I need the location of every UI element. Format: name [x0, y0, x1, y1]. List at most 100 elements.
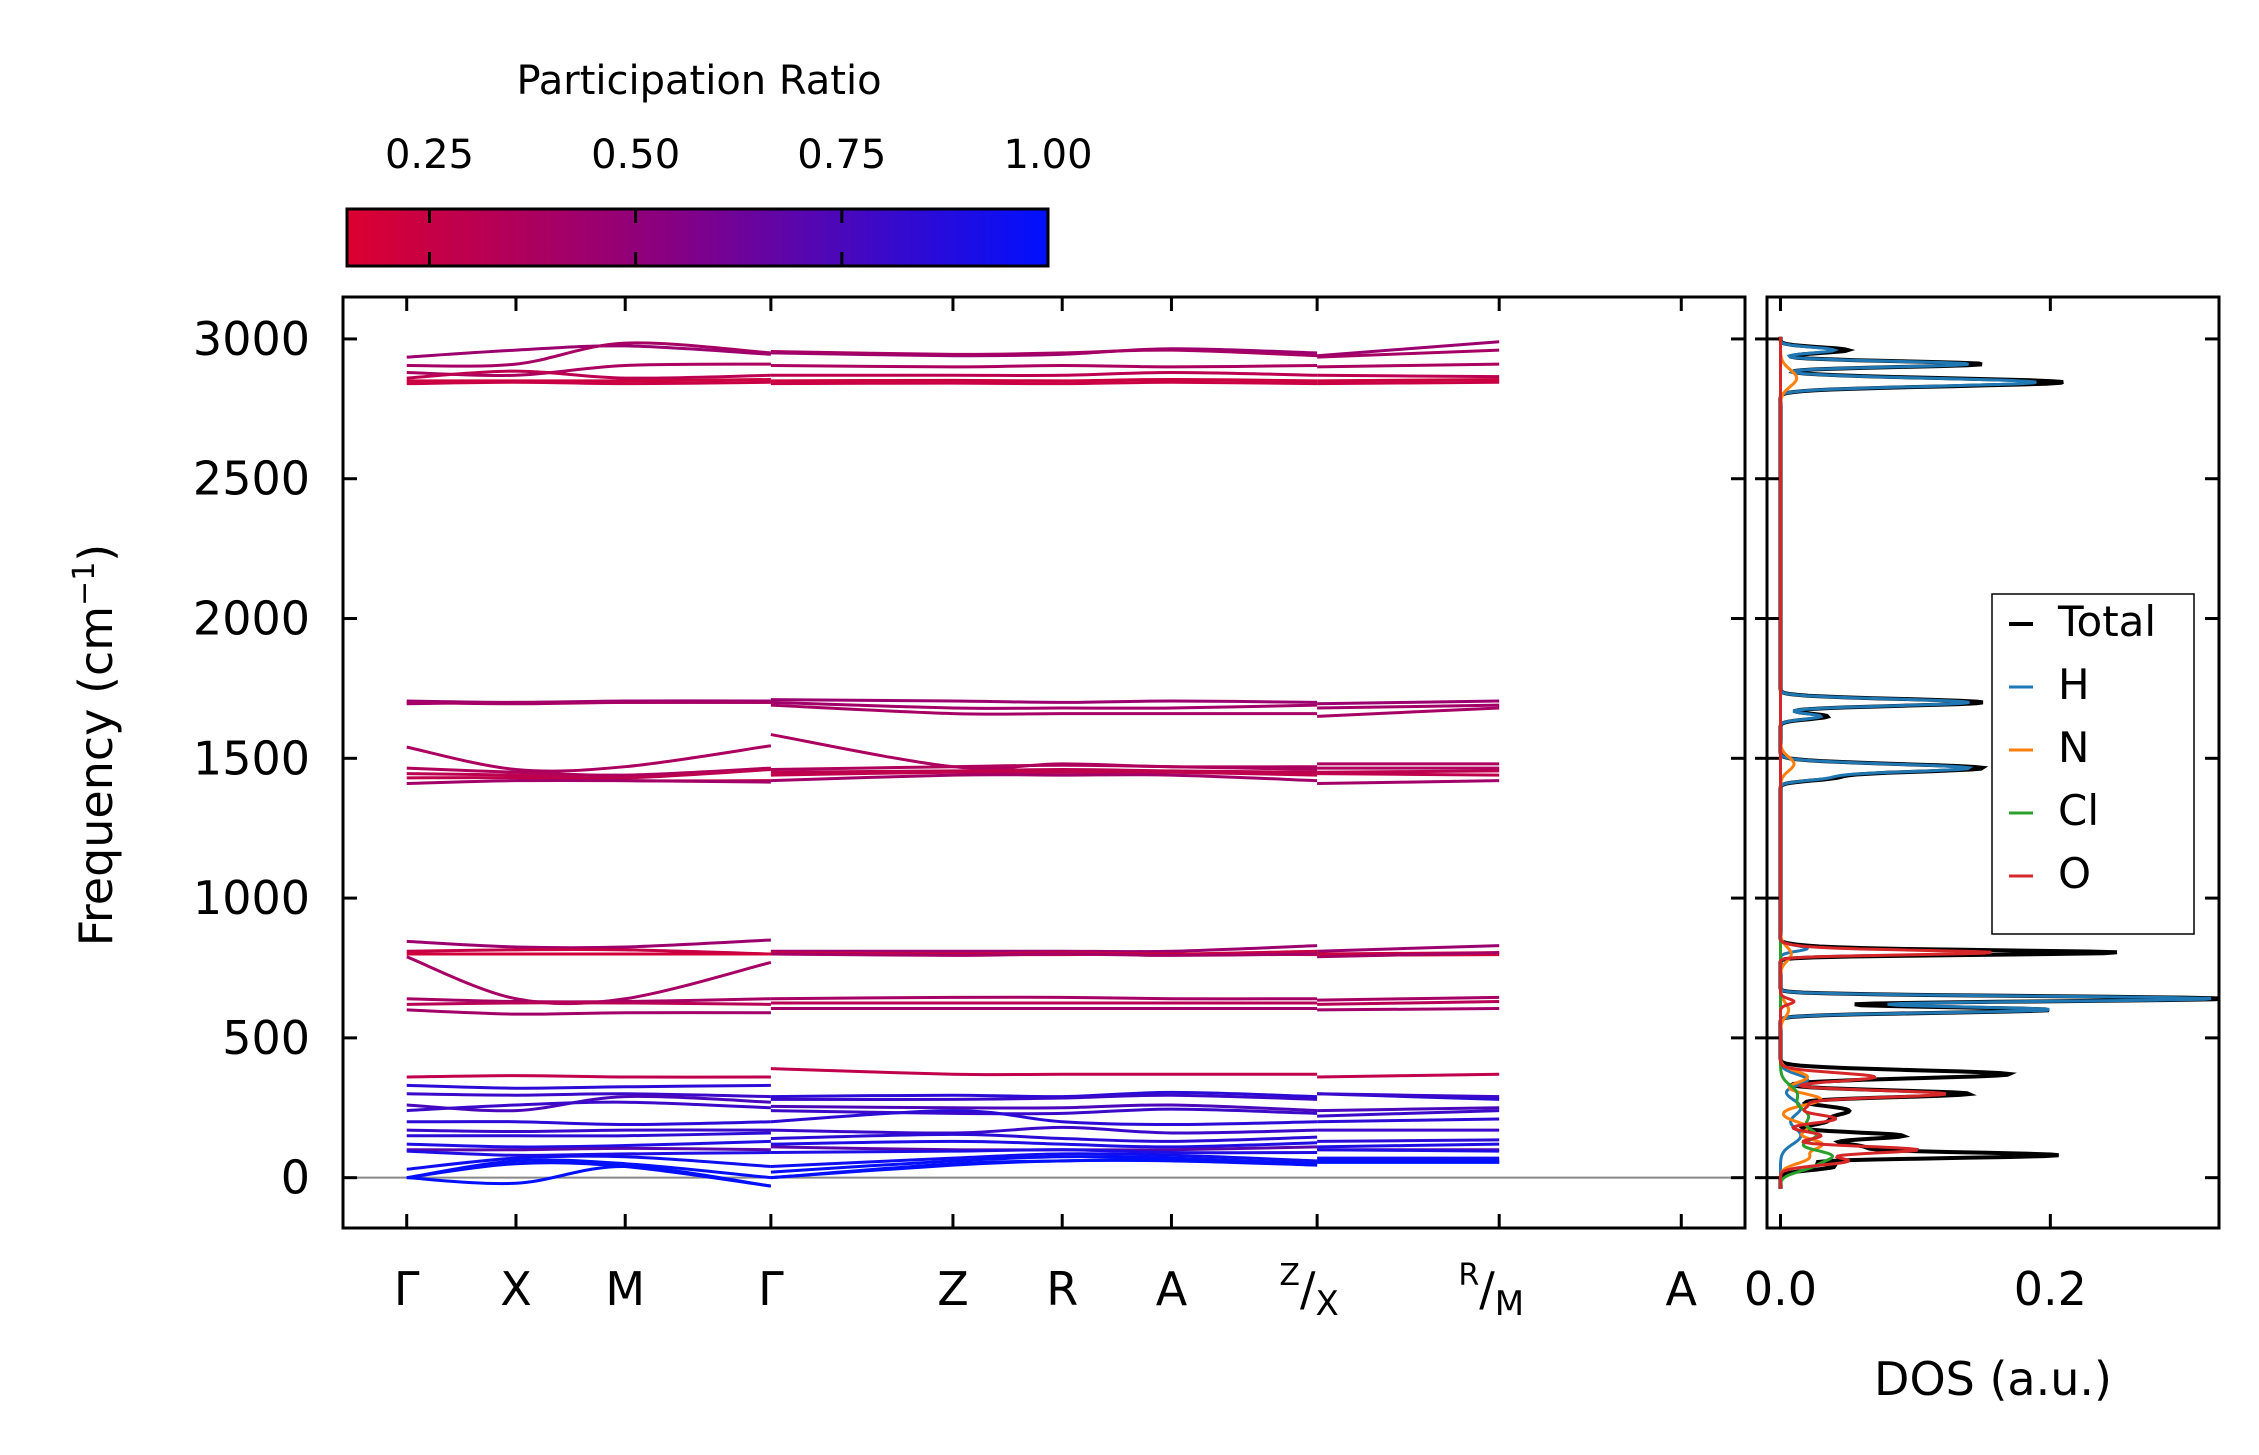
- phonon-band-line: [770, 1132, 1318, 1143]
- phonon-band-line: [1317, 1072, 1500, 1079]
- phonon-band-line: [770, 733, 1318, 770]
- dos-panel: 0.0 0.2 DOS (a.u.) Total HN Cl O: [1744, 295, 2221, 1406]
- phonon-band-line: [406, 700, 771, 706]
- phonon-band-line: [406, 1100, 771, 1113]
- phonon-band-line: [770, 703, 1318, 716]
- phonon-band-line: [770, 995, 1318, 1001]
- phonon-band-line: [1317, 1092, 1500, 1099]
- phonon-band-line: [1317, 1142, 1500, 1149]
- colorbar-tick-label: 0.25: [385, 132, 474, 178]
- phonon-band-line: [1317, 1000, 1500, 1006]
- phonon-band-line: [770, 348, 1318, 358]
- phonon-band-line: [770, 773, 1318, 783]
- phonon-band-line: [770, 1109, 1318, 1127]
- phonon-band-line: [1317, 377, 1500, 383]
- dos-n-curve: [1779, 336, 1825, 1189]
- phonon-band-line: [406, 1092, 771, 1099]
- k-point-label: Z/X: [1279, 1258, 1338, 1324]
- legend-label: Total: [2057, 597, 2156, 646]
- band-plot-frame: [341, 295, 1747, 1230]
- colorbar: Participation Ratio 0.25 0.50 0.75 1.00: [345, 58, 1093, 268]
- legend-label: N: [2058, 723, 2089, 772]
- y-tick-label: 2500: [193, 452, 310, 506]
- phonon-band-line: [770, 767, 1318, 774]
- phonon-band-line: [406, 1001, 771, 1006]
- dos-axis-label: DOS (a.u.): [1874, 1352, 2112, 1406]
- phonon-band-line: [1317, 1106, 1500, 1113]
- phonon-band-line: [770, 370, 1318, 377]
- phonon-band-line: [406, 1128, 771, 1134]
- k-path-axis: Γ X M Γ Z R A Z/X R/M A: [394, 297, 1698, 1324]
- frequency-axis: 0 500 1000 1500 2000 2500 3000: [193, 312, 2219, 1205]
- phonon-band-line: [770, 952, 1318, 957]
- phonon-band-line: [1317, 1148, 1500, 1153]
- phonon-band-line: [406, 947, 771, 956]
- k-point-label: R: [1046, 1262, 1078, 1316]
- legend-label: O: [2058, 849, 2091, 898]
- phonon-band-line: [770, 698, 1318, 704]
- phonon-band-line: [406, 1164, 772, 1188]
- phonon-band-line: [770, 1152, 1318, 1168]
- dos-x-tick-label: 0.2: [2014, 1262, 2087, 1316]
- y-tick-label: 2000: [193, 592, 310, 646]
- phonon-band-line: [770, 1107, 1318, 1116]
- phonon-band-line: [1317, 706, 1500, 718]
- phonon-band-line: [406, 1120, 771, 1127]
- phonon-band-line: [406, 1154, 771, 1171]
- k-point-label: Γ: [758, 1262, 784, 1316]
- phonon-band-line: [406, 766, 771, 777]
- legend-label: H: [2058, 660, 2090, 709]
- phonon-band-line: [770, 944, 1318, 954]
- y-tick-label: 1500: [193, 731, 310, 785]
- phonon-band-line: [1317, 348, 1500, 359]
- k-point-label: Γ: [394, 1262, 420, 1316]
- phonon-band-line: [406, 1146, 771, 1152]
- phonon-band-line: [406, 344, 771, 359]
- phonon-band-line: [770, 363, 1318, 369]
- colorbar-tick-label: 0.75: [797, 132, 886, 178]
- colorbar-tick-label: 1.00: [1003, 132, 1092, 178]
- phonon-band-line: [1317, 703, 1500, 710]
- phonon-band-line: [406, 1074, 771, 1079]
- phonon-band-line: [406, 744, 772, 773]
- phonon-band-line: [1317, 951, 1500, 959]
- phonon-band-line: [770, 1103, 1318, 1113]
- phonon-band-line: [406, 1008, 771, 1016]
- k-point-label: R/M: [1458, 1258, 1524, 1324]
- phonon-band-line: [1317, 699, 1500, 706]
- y-tick-label: 3000: [193, 312, 310, 366]
- dos-axis: 0.0 0.2: [1744, 297, 2087, 1316]
- colorbar-ticks: 0.25 0.50 0.75 1.00: [385, 132, 1093, 266]
- phonon-band-line: [1317, 1109, 1500, 1118]
- phonon-band-line: [406, 341, 771, 368]
- k-point-label: X: [500, 1262, 532, 1316]
- phonon-band-line: [406, 1083, 771, 1090]
- dos-legend: Total HN Cl O: [1991, 593, 2195, 935]
- phonon-band-line: [406, 1139, 771, 1149]
- phonon-band-line: [770, 700, 1318, 710]
- phonon-band-line: [406, 955, 772, 1006]
- phonon-band-line: [1317, 373, 1500, 379]
- dos-x-tick-label: 0.0: [1744, 1262, 1817, 1316]
- phonon-band-line: [1317, 944, 1500, 953]
- legend-label: Cl: [2058, 786, 2099, 835]
- phonon-band-line: [770, 1125, 1318, 1135]
- frequency-axis-label: Frequency (cm−1): [67, 544, 123, 947]
- phonon-band-line: [770, 1139, 1318, 1149]
- phonon-band-line: [1317, 380, 1500, 386]
- dos-plot-frame: [1765, 295, 2221, 1230]
- colorbar-tick-label: 0.50: [591, 132, 680, 178]
- phonon-band-line: [406, 380, 771, 386]
- y-tick-label: 0: [281, 1151, 310, 1205]
- phonon-band-line: [770, 763, 1318, 771]
- phonon-band-line: [770, 770, 1318, 777]
- phonon-band-line: [770, 377, 1318, 383]
- y-tick-label: 1000: [193, 871, 310, 925]
- phonon-band-line: [770, 1148, 1318, 1155]
- k-point-label: A: [1666, 1262, 1698, 1316]
- phonon-band-line: [406, 938, 771, 950]
- phonon-band-line: [1317, 1007, 1500, 1012]
- y-tick-label: 500: [222, 1011, 310, 1065]
